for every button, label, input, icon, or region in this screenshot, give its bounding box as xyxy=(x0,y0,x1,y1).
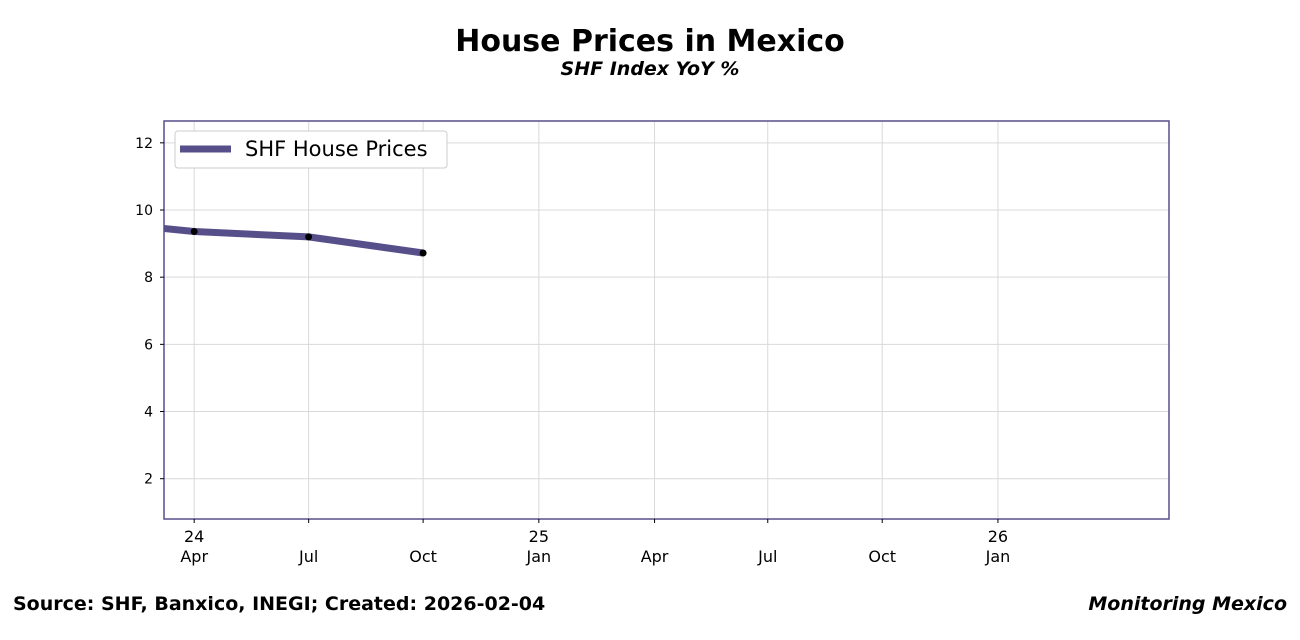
x-tick-month-label: Jul xyxy=(757,547,777,566)
y-tick-label: 6 xyxy=(144,337,153,353)
chart-title: House Prices in Mexico xyxy=(455,24,845,59)
chart-subtitle: SHF Index YoY % xyxy=(560,58,740,80)
series-layer xyxy=(164,225,427,257)
series-line xyxy=(164,225,424,257)
x-tick-year-label: 26 xyxy=(988,527,1008,546)
data-point xyxy=(305,233,313,241)
y-tick-label: 8 xyxy=(144,270,153,286)
brand-label: Monitoring Mexico xyxy=(1088,593,1287,615)
y-tick-label: 4 xyxy=(144,405,153,421)
x-tick-year-label: 24 xyxy=(184,527,204,546)
x-tick-month-label: Apr xyxy=(180,547,208,566)
legend-box xyxy=(174,130,448,169)
grid-lines xyxy=(164,121,1169,519)
x-tick-month-label: Oct xyxy=(868,547,896,566)
data-point xyxy=(190,228,198,235)
x-tick-month-label: Apr xyxy=(641,547,669,566)
x-tick-year-label: 25 xyxy=(529,527,549,546)
source-note: Source: SHF, Banxico, INEGI; Created: 20… xyxy=(13,593,546,615)
data-point xyxy=(419,249,427,257)
y-tick-label: 12 xyxy=(135,136,153,152)
x-tick-month-label: Jul xyxy=(298,547,318,566)
legend-label: SHF House Prices xyxy=(245,137,428,161)
x-tick-month-label: Jan xyxy=(525,547,551,566)
plot-frame xyxy=(163,120,1170,520)
y-tick-label: 10 xyxy=(135,203,153,219)
x-tick-month-label: Jan xyxy=(985,547,1011,566)
legend: SHF House Prices xyxy=(174,130,448,169)
y-tick-label: 2 xyxy=(144,472,153,488)
x-tick-month-label: Oct xyxy=(409,547,437,566)
